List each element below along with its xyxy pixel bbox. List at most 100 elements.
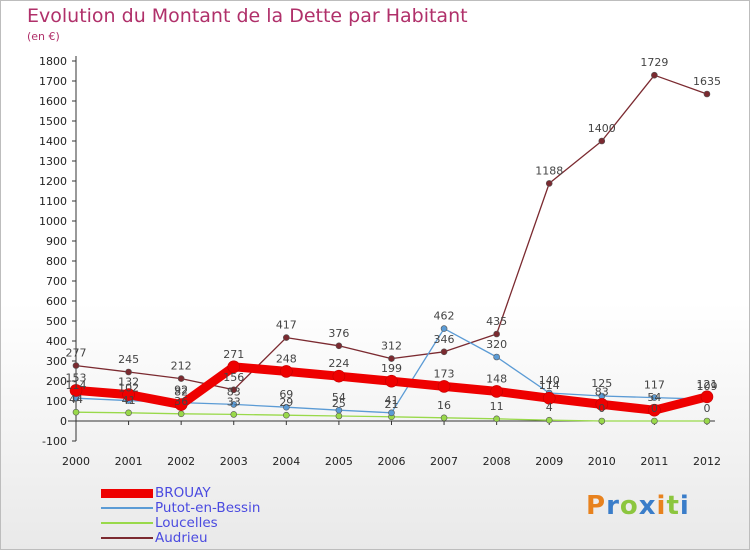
chart-subtitle: (en €) — [27, 30, 60, 43]
x-tick-label: 2006 — [377, 455, 405, 468]
data-label: 21 — [384, 398, 398, 411]
data-point — [72, 408, 80, 416]
data-point — [598, 137, 606, 145]
y-tick-label: 1700 — [39, 75, 67, 88]
data-label: 417 — [276, 319, 297, 332]
y-tick-label: 1800 — [39, 55, 67, 68]
data-label: 54 — [332, 391, 346, 404]
data-label: 117 — [644, 379, 665, 392]
data-label: 4 — [546, 401, 553, 414]
data-point — [440, 325, 448, 332]
data-point — [440, 414, 448, 422]
data-point — [595, 398, 609, 411]
data-label: 320 — [486, 338, 507, 351]
data-label: 173 — [434, 367, 455, 380]
data-label: 125 — [591, 377, 612, 390]
data-point — [125, 368, 132, 376]
data-label: 1188 — [535, 164, 563, 177]
data-label: 33 — [227, 395, 241, 408]
data-label: 54 — [647, 391, 661, 404]
data-point — [542, 391, 556, 405]
data-point — [283, 403, 290, 411]
data-label: 435 — [486, 315, 507, 328]
y-tick-label: 500 — [46, 315, 67, 328]
data-label: 44 — [69, 393, 83, 406]
data-label: 0 — [598, 402, 605, 415]
data-label: 83 — [595, 385, 609, 398]
data-point — [332, 369, 346, 383]
data-point — [700, 390, 714, 404]
data-label: 462 — [434, 310, 455, 323]
data-label: 69 — [279, 388, 293, 401]
y-tick-label: 400 — [46, 335, 67, 348]
legend-label: Putot-en-Bessin — [155, 500, 261, 516]
data-label: 102 — [118, 382, 139, 395]
x-tick-label: 2008 — [483, 455, 511, 468]
x-tick-label: 2011 — [640, 455, 668, 468]
data-point — [177, 410, 185, 418]
data-point — [177, 375, 185, 382]
x-tick-label: 2009 — [535, 455, 563, 468]
y-tick-label: 1100 — [39, 195, 67, 208]
data-label: 82 — [174, 386, 188, 399]
data-point — [598, 417, 606, 425]
y-tick-label: 1500 — [39, 115, 67, 128]
data-label: 0 — [651, 402, 658, 415]
data-label: 277 — [66, 347, 87, 360]
data-label: 25 — [332, 397, 346, 410]
data-label: 156 — [223, 371, 244, 384]
data-label: 1400 — [588, 122, 616, 135]
data-point — [440, 348, 448, 356]
data-point — [493, 330, 500, 338]
data-label: 16 — [437, 399, 451, 412]
data-label: 346 — [434, 333, 455, 346]
x-tick-label: 2007 — [430, 455, 458, 468]
x-tick-label: 2001 — [115, 455, 143, 468]
data-point — [490, 385, 503, 398]
data-label: 212 — [171, 360, 192, 373]
data-point — [125, 409, 132, 417]
data-point — [335, 406, 343, 414]
data-label: 29 — [279, 396, 293, 409]
data-label: 92 — [174, 384, 188, 397]
data-label: 148 — [486, 372, 507, 385]
legend-swatch — [101, 488, 153, 498]
data-point — [651, 394, 658, 401]
x-tick-label: 2004 — [272, 455, 300, 468]
data-point — [385, 374, 398, 388]
y-tick-label: 800 — [46, 255, 67, 268]
y-tick-label: 100 — [46, 395, 67, 408]
legend-label: Loucelles — [155, 515, 218, 531]
data-point — [388, 355, 395, 362]
data-point — [227, 360, 241, 374]
y-tick-label: 1000 — [39, 215, 67, 228]
data-point — [545, 180, 553, 187]
y-tick-label: 700 — [46, 275, 67, 288]
data-label: 199 — [381, 362, 402, 375]
y-tick-label: 1200 — [39, 175, 67, 188]
data-point — [230, 401, 238, 408]
data-label: 376 — [328, 327, 349, 340]
data-point — [493, 415, 500, 423]
y-tick-label: 600 — [46, 295, 67, 308]
chart-title: Evolution du Montant de la Dette par Hab… — [27, 5, 468, 27]
data-point — [280, 365, 293, 378]
legend-swatch — [101, 537, 153, 539]
data-label: 248 — [276, 352, 297, 365]
data-label: 114 — [66, 379, 87, 392]
data-point — [493, 353, 500, 361]
data-point — [283, 411, 290, 419]
data-point — [648, 403, 661, 417]
data-point — [388, 409, 395, 417]
y-tick-label: 300 — [46, 355, 67, 368]
data-label: 83 — [227, 385, 241, 398]
data-label: 41 — [384, 394, 398, 407]
data-point — [703, 417, 711, 425]
data-point — [545, 416, 553, 424]
data-point — [651, 71, 658, 79]
x-tick-label: 2000 — [62, 455, 90, 468]
data-label: 109 — [696, 380, 717, 393]
legend-swatch — [101, 507, 153, 509]
data-point — [230, 411, 238, 418]
